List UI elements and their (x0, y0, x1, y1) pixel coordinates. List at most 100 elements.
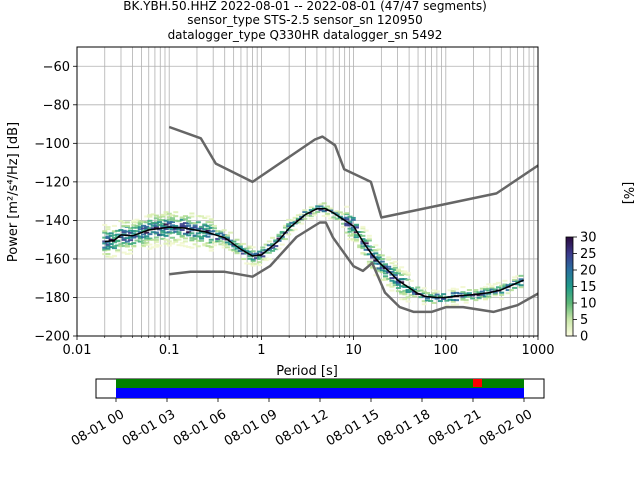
density-cell (144, 221, 150, 224)
density-cell (102, 246, 108, 249)
density-cell (395, 290, 401, 293)
timeline-tick-label: 08-01 21 (426, 407, 484, 449)
density-cell (460, 295, 466, 298)
density-cell (321, 210, 327, 213)
density-cell (195, 239, 201, 242)
density-cell (392, 271, 398, 274)
density-cell (166, 244, 172, 247)
density-cell (202, 243, 208, 246)
density-cell (341, 217, 347, 220)
density-cell (366, 237, 372, 240)
density-cell (234, 247, 240, 250)
density-cell (228, 231, 234, 234)
density-cell (386, 258, 392, 261)
density-cell (512, 286, 518, 289)
density-cell (124, 240, 130, 243)
density-cell (399, 285, 405, 288)
density-cell (418, 292, 424, 295)
density-cell (402, 289, 408, 292)
density-cell (399, 292, 405, 295)
density-cell (463, 301, 469, 304)
density-cell (118, 229, 124, 232)
density-cell (518, 278, 524, 281)
density-cell (234, 250, 240, 253)
timeline-gap-marker (473, 379, 482, 387)
density-cell (286, 218, 292, 221)
density-cell (373, 262, 379, 265)
density-cell (105, 248, 111, 251)
density-cell (231, 248, 237, 251)
density-cell (421, 287, 427, 290)
density-cell (363, 248, 369, 251)
density-cell (124, 225, 130, 228)
density-cell (383, 275, 389, 278)
density-cell (383, 270, 389, 273)
density-cell (408, 289, 414, 292)
density-cell (450, 292, 456, 295)
density-cell (153, 226, 159, 229)
density-cell (157, 221, 163, 224)
density-cell (134, 235, 140, 238)
density-cell (334, 217, 340, 220)
density-cell (483, 295, 489, 298)
density-cell (324, 205, 330, 208)
density-cell (373, 249, 379, 252)
density-cell (292, 216, 298, 219)
density-cell (379, 266, 385, 269)
density-cell (437, 295, 443, 298)
density-cell (128, 239, 134, 242)
y-tick-label: −200 (34, 330, 70, 345)
density-cell (399, 273, 405, 276)
density-cell (102, 223, 108, 226)
density-cell (257, 257, 263, 260)
density-cell (460, 297, 466, 300)
density-cell (353, 234, 359, 237)
density-cell (108, 234, 114, 237)
density-cell (386, 267, 392, 270)
density-cell (144, 225, 150, 228)
density-cell (366, 234, 372, 237)
density-cell (405, 289, 411, 292)
density-cell (515, 283, 521, 286)
density-cell (289, 221, 295, 224)
density-cell (370, 267, 376, 270)
density-cell (111, 245, 117, 248)
density-cell (370, 245, 376, 248)
density-cell (260, 251, 266, 254)
density-cell (386, 271, 392, 274)
density-cell (463, 299, 469, 302)
density-cell (224, 246, 230, 249)
density-cell (182, 232, 188, 235)
density-cell (376, 268, 382, 271)
density-cell (318, 203, 324, 206)
density-cell (208, 218, 214, 221)
density-cell (134, 230, 140, 233)
density-cell (441, 297, 447, 300)
density-cell (470, 297, 476, 300)
density-cell (144, 243, 150, 246)
timeline-segment-bar (116, 388, 524, 398)
density-cell (360, 230, 366, 233)
density-cell (179, 218, 185, 221)
density-cell (137, 240, 143, 243)
density-cell (153, 238, 159, 241)
density-cell (208, 224, 214, 227)
density-cell (215, 232, 221, 235)
density-cell (276, 247, 282, 250)
density-cell (182, 222, 188, 225)
density-cell (321, 214, 327, 217)
density-cell (218, 240, 224, 243)
density-cell (195, 235, 201, 238)
density-cell (102, 231, 108, 234)
density-cell (347, 230, 353, 233)
density-cell (308, 217, 314, 220)
density-cell (402, 272, 408, 275)
density-cell (460, 291, 466, 294)
density-cell (279, 230, 285, 233)
density-cell (176, 220, 182, 223)
density-cell (308, 209, 314, 212)
density-cell (128, 249, 134, 252)
density-cell (176, 238, 182, 241)
density-cell (286, 223, 292, 226)
density-cell (147, 222, 153, 225)
